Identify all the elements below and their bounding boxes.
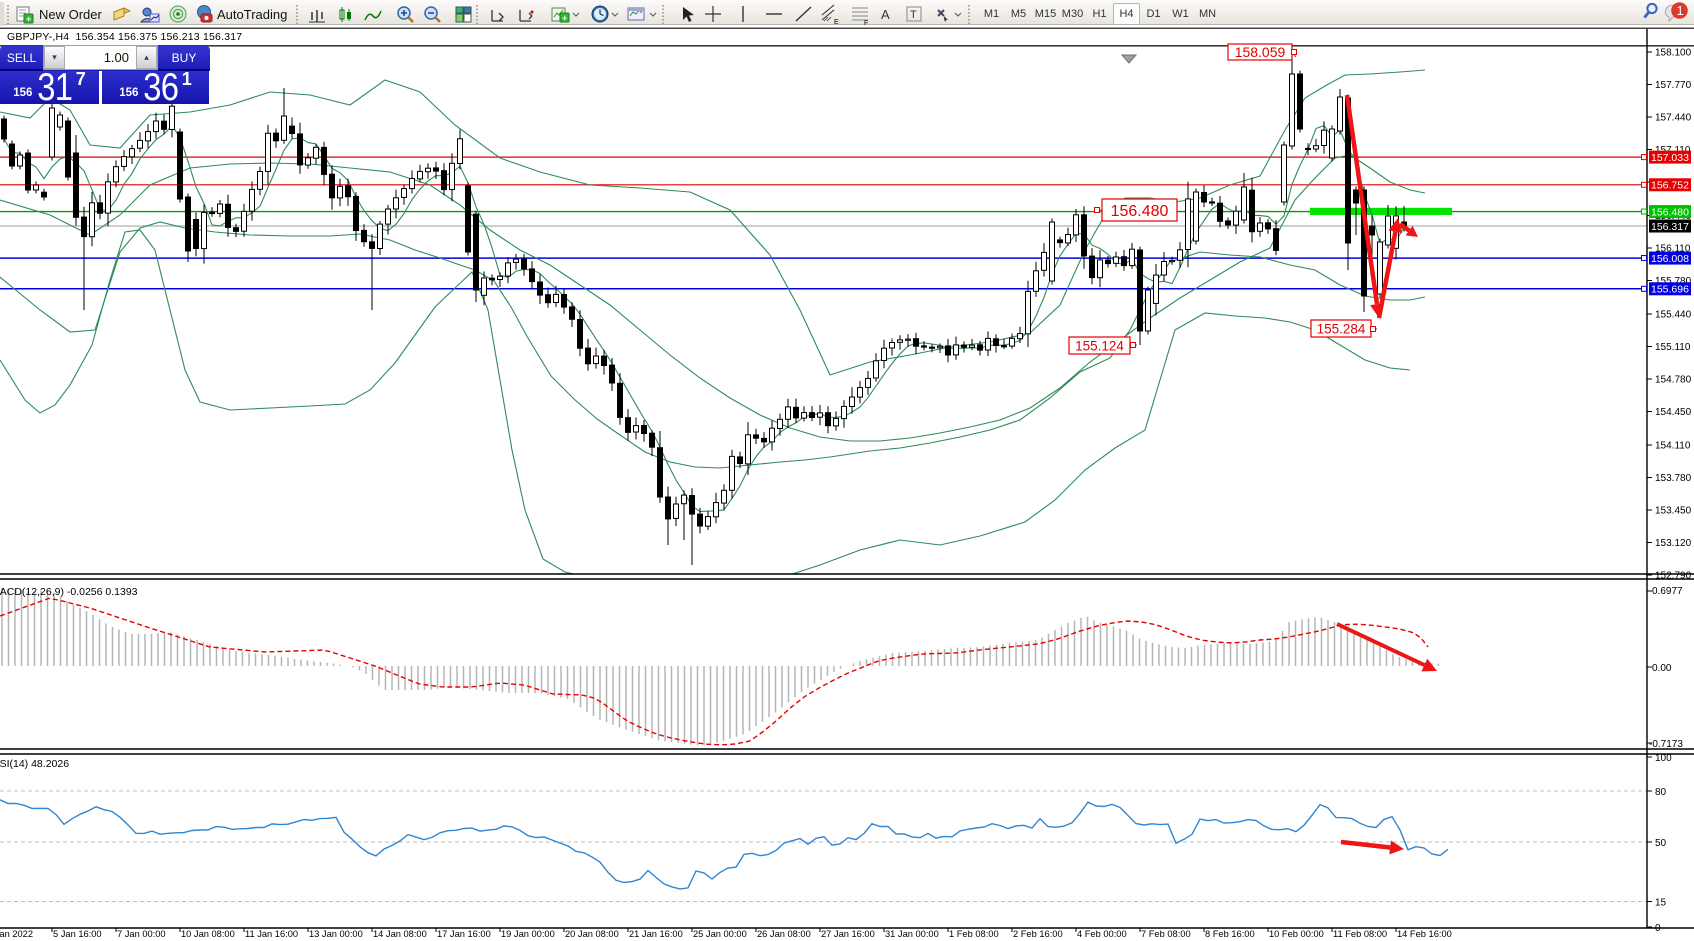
svg-text:157.033: 157.033 [1651,152,1689,164]
svg-text:156.480: 156.480 [1111,203,1169,220]
svg-text:5 Jan 16:00: 5 Jan 16:00 [53,929,102,939]
svg-text:27 Jan 16:00: 27 Jan 16:00 [821,929,875,939]
svg-text:156.480: 156.480 [1651,206,1689,218]
svg-text:0: 0 [1655,923,1661,934]
svg-text:25 Jan 00:00: 25 Jan 00:00 [693,929,747,939]
svg-text:11 Feb 08:00: 11 Feb 08:00 [1333,929,1387,939]
svg-text:157.440: 157.440 [1655,113,1692,124]
svg-text:155.124: 155.124 [1075,338,1124,353]
svg-text:0.00: 0.00 [1652,663,1672,674]
svg-text:+: + [26,14,31,24]
svg-text:154.450: 154.450 [1655,407,1692,418]
svg-text:155.110: 155.110 [1655,342,1691,353]
svg-text:14 Feb 16:00: 14 Feb 16:00 [1397,929,1452,939]
svg-text:15: 15 [1655,898,1667,909]
svg-text:158.059: 158.059 [1235,44,1286,60]
svg-text:157.110: 157.110 [1655,145,1691,156]
svg-text:11 Jan 16:00: 11 Jan 16:00 [245,929,298,939]
svg-text:20 Jan 08:00: 20 Jan 08:00 [565,929,619,939]
svg-text:1: 1 [1677,3,1684,18]
svg-text:17 Jan 16:00: 17 Jan 16:00 [437,929,491,939]
svg-text:New Order: New Order [39,7,103,22]
svg-text:10 Feb 00:00: 10 Feb 00:00 [1269,929,1324,939]
svg-text:14 Jan 08:00: 14 Jan 08:00 [373,929,427,939]
svg-text:156.008: 156.008 [1651,253,1689,265]
svg-text:80: 80 [1655,787,1667,798]
svg-text:7 Feb 08:00: 7 Feb 08:00 [1141,929,1191,939]
svg-text:T: T [910,9,917,21]
svg-text:4 Feb 00:00: 4 Feb 00:00 [1077,929,1127,939]
svg-text:155.440: 155.440 [1655,310,1692,321]
svg-text:10 Jan 08:00: 10 Jan 08:00 [181,929,235,939]
svg-text:153.780: 153.780 [1655,473,1692,484]
svg-text:RSI(14) 48.2026: RSI(14) 48.2026 [0,758,69,770]
svg-text:31 Jan 00:00: 31 Jan 00:00 [885,929,939,939]
svg-text:155.284: 155.284 [1317,321,1366,336]
svg-text:8 Feb 16:00: 8 Feb 16:00 [1205,929,1255,939]
svg-text:154.110: 154.110 [1655,441,1691,452]
svg-text:A: A [881,7,890,22]
svg-text:E: E [834,19,839,26]
svg-text:157.770: 157.770 [1655,80,1692,91]
svg-text:155.780: 155.780 [1655,276,1692,287]
svg-text:100: 100 [1655,753,1672,764]
svg-text:21 Jan 16:00: 21 Jan 16:00 [629,929,683,939]
svg-text:50: 50 [1655,838,1667,849]
svg-text:155.696: 155.696 [1651,284,1689,296]
svg-text:19 Jan 00:00: 19 Jan 00:00 [501,929,555,939]
svg-text:154.780: 154.780 [1655,375,1692,386]
svg-text:158.100: 158.100 [1655,48,1692,59]
svg-text:MACD(12,26,9) -0.0256 0.1393: MACD(12,26,9) -0.0256 0.1393 [0,586,138,598]
svg-text:152.790: 152.790 [1655,571,1692,582]
svg-text:13 Jan 00:00: 13 Jan 00:00 [309,929,363,939]
svg-text:1 Feb 08:00: 1 Feb 08:00 [949,929,999,939]
svg-text:2 Feb 16:00: 2 Feb 16:00 [1013,929,1063,939]
svg-text:153.120: 153.120 [1655,538,1692,549]
svg-text:7 Jan 00:00: 7 Jan 00:00 [117,929,166,939]
svg-text:153.450: 153.450 [1655,506,1692,517]
svg-text:156.317: 156.317 [1651,221,1689,233]
svg-text:3 Jan 2022: 3 Jan 2022 [0,929,33,939]
svg-text:AutoTrading: AutoTrading [217,7,287,22]
svg-text:156.110: 156.110 [1655,244,1691,255]
svg-text:+: + [562,13,567,23]
svg-text:F: F [864,20,868,27]
svg-text:26 Jan 08:00: 26 Jan 08:00 [757,929,811,939]
svg-text:0.6977: 0.6977 [1652,586,1683,597]
svg-text:156.752: 156.752 [1651,180,1689,192]
svg-text:-0.7173: -0.7173 [1649,739,1683,750]
